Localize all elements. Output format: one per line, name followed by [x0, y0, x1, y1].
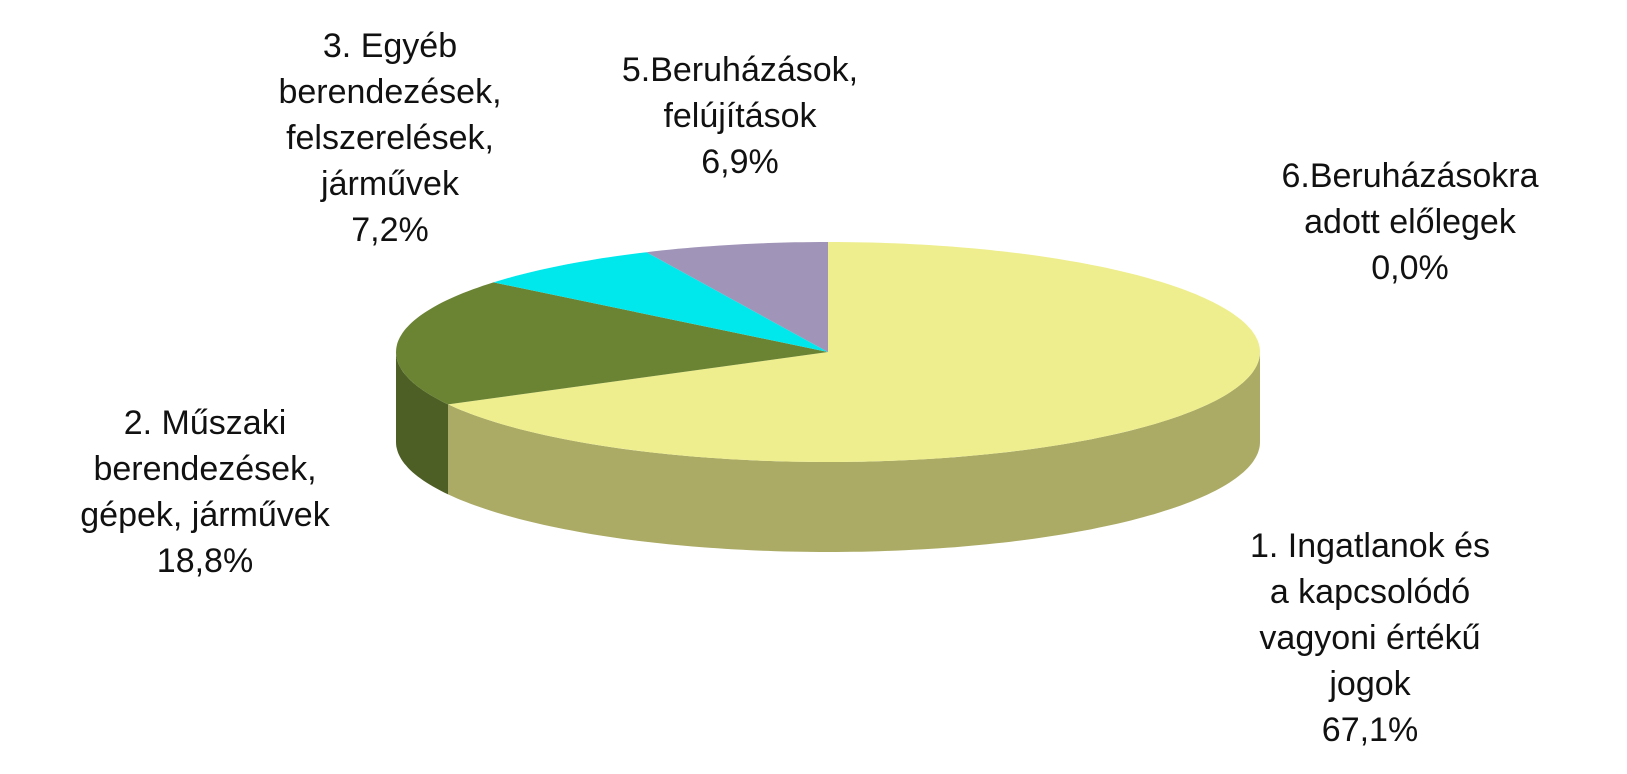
slice-top [448, 242, 1261, 462]
label-line: berendezések, [278, 73, 501, 111]
slice-label: 2. Műszaki berendezések, gépek, járművek [80, 404, 330, 534]
value-label: 6,9% [701, 143, 779, 181]
label-line: járművek [320, 165, 460, 203]
label-line: vagyoni értékű [1259, 619, 1480, 657]
slice-label: 3. Egyéb berendezések, felszerelések, jármű… [278, 27, 501, 203]
label-line: 3. Egyéb [323, 27, 457, 65]
label-line: adott előlegek [1304, 203, 1517, 241]
value-label: 7,2% [351, 211, 429, 249]
slice-side [448, 352, 1261, 552]
label-line: 2. Műszaki [124, 404, 287, 442]
slice-side [396, 352, 449, 495]
slice-top [646, 242, 828, 352]
label-line: berendezések, [93, 450, 316, 488]
value-label: 67,1% [1322, 711, 1418, 749]
value-label: 0,0% [1371, 249, 1449, 287]
value-label: 18,8% [157, 542, 253, 580]
label-line: felújítások [663, 97, 817, 135]
label-line: 1. Ingatlanok és [1250, 527, 1490, 565]
slice-label: 5.Beruházások, felújítások [622, 51, 858, 135]
label-line: felszerelések, [286, 119, 494, 157]
label-line: a kapcsolódó [1270, 573, 1470, 611]
slice-top [396, 282, 828, 405]
label-line: gépek, járművek [80, 496, 330, 534]
slice-label: 6.Beruházásokra adott előlegek [1281, 157, 1538, 241]
label-line: 5.Beruházások, [622, 51, 858, 89]
label-line: 6.Beruházásokra [1281, 157, 1538, 195]
slice-label: 1. Ingatlanok és a kapcsolódó vagyoni érté… [1250, 527, 1490, 703]
label-line: jogok [1328, 665, 1411, 703]
slice-top [493, 252, 828, 352]
